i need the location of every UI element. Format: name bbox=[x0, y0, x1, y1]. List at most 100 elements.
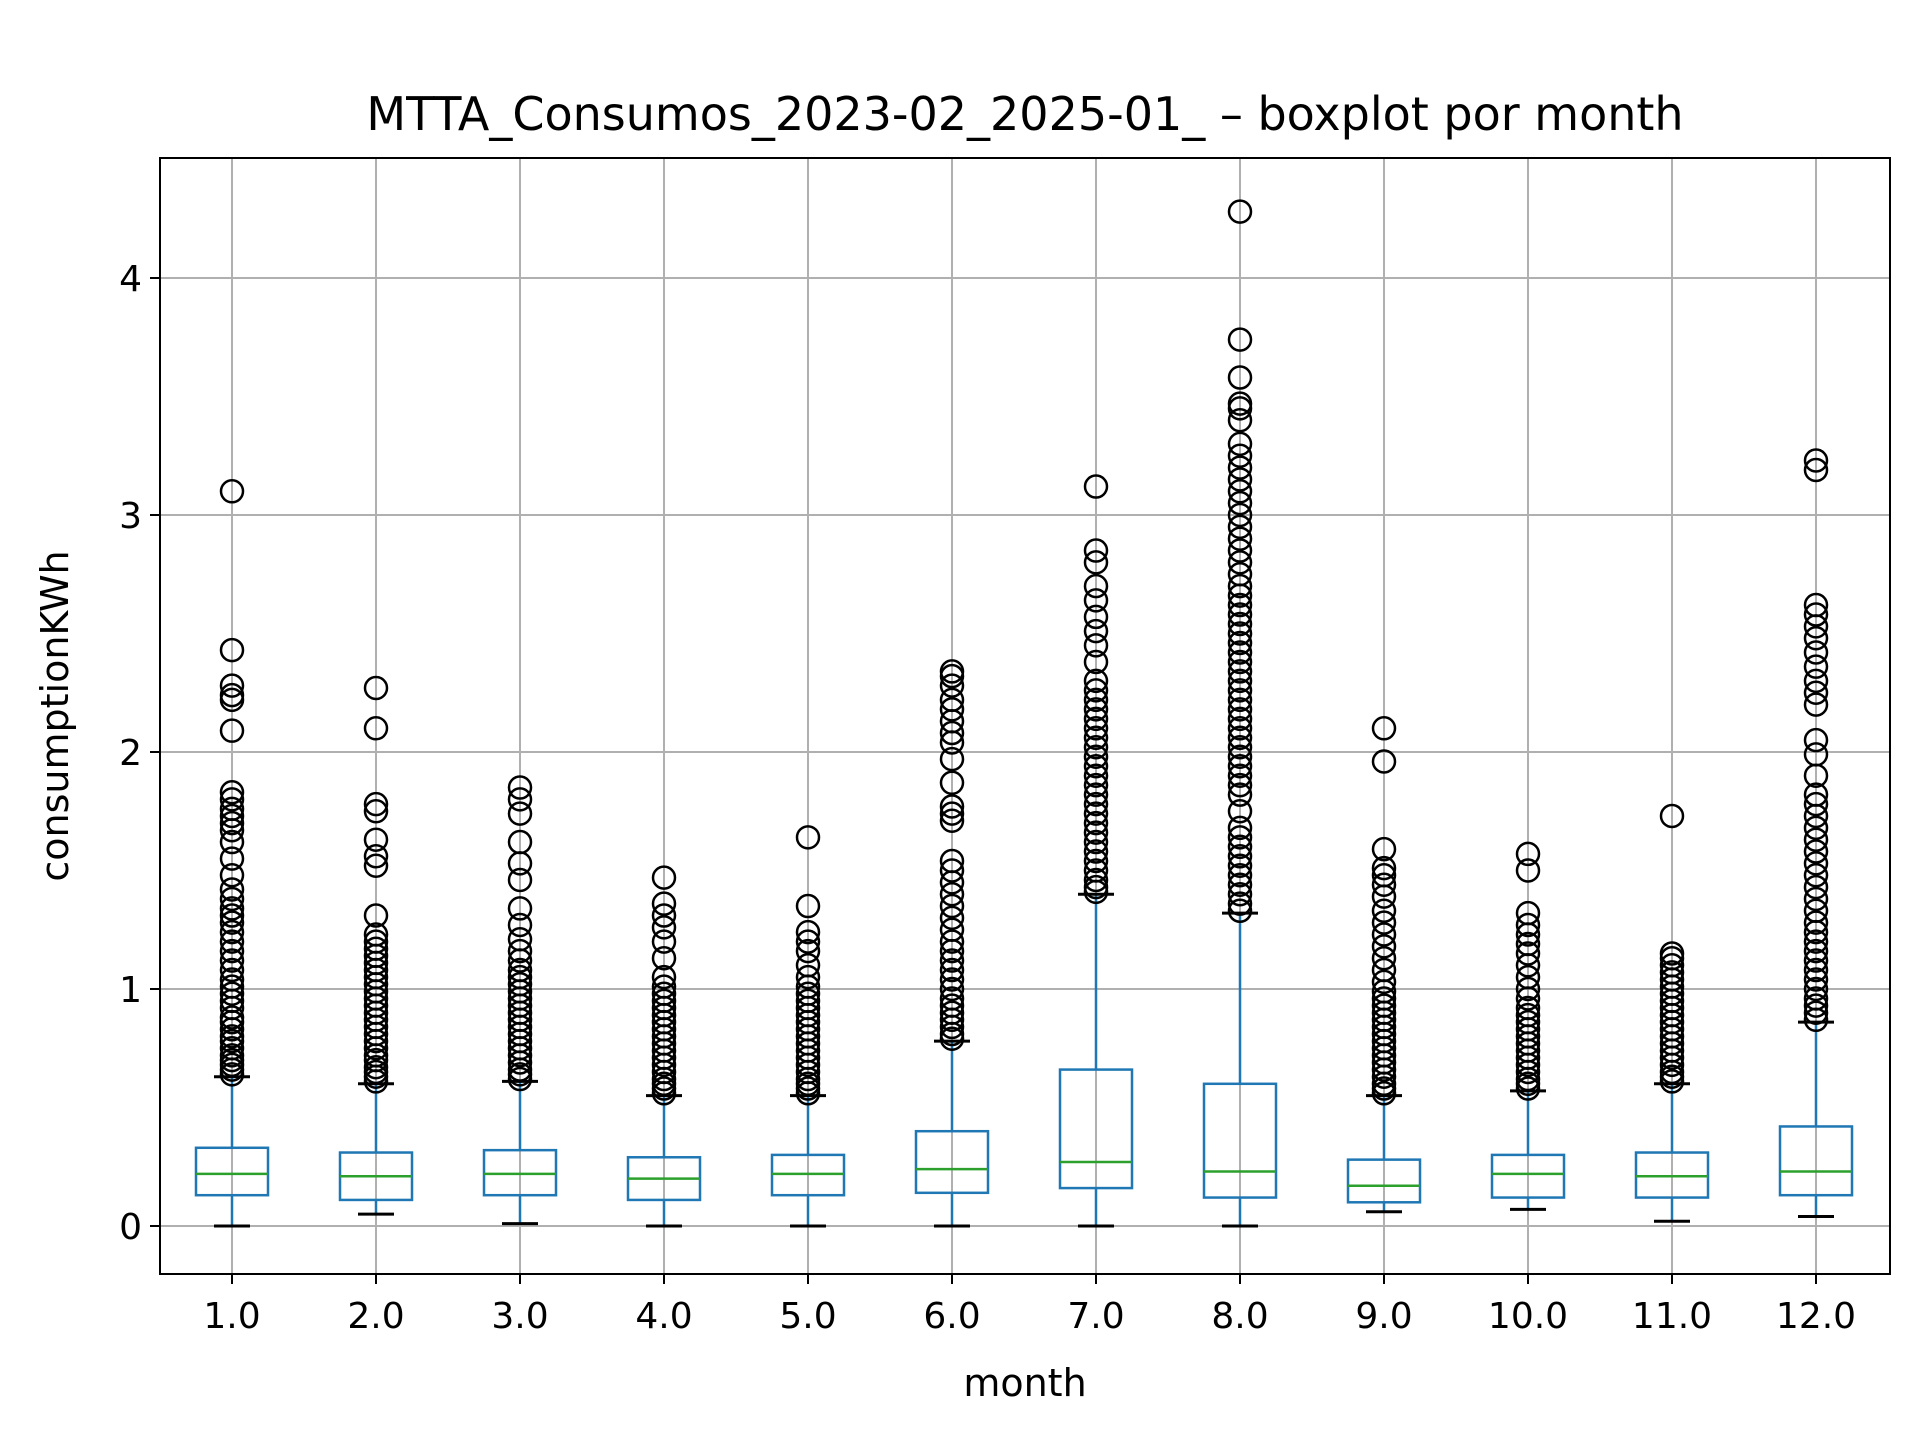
outlier-point bbox=[1371, 855, 1397, 881]
outlier-point bbox=[1803, 993, 1829, 1018]
outlier-point bbox=[939, 1000, 965, 1025]
outlier-point bbox=[219, 862, 245, 888]
outlier-point bbox=[219, 896, 245, 921]
outlier-point bbox=[1803, 957, 1829, 983]
outlier-point bbox=[1083, 706, 1109, 732]
outlier-point bbox=[1227, 502, 1253, 528]
y-axis-label: consumptionKWh bbox=[33, 550, 77, 881]
outlier-point bbox=[507, 801, 533, 826]
outlier-point bbox=[1803, 839, 1829, 864]
outlier-point bbox=[1803, 976, 1829, 1002]
outlier-point bbox=[1803, 625, 1829, 651]
outlier-point bbox=[795, 825, 821, 850]
x-axis-label: month bbox=[963, 1361, 1086, 1405]
outlier-point bbox=[1659, 953, 1685, 978]
outlier-point bbox=[1227, 668, 1253, 694]
axis-ticks: 0 1 2 3 4 1.0 2.0 3.0 4.0 5.0 6.0 7.0 8.0 9.0 10.0 11.0… bbox=[119, 259, 1856, 1337]
outlier-point bbox=[1227, 744, 1253, 769]
outlier-point bbox=[363, 903, 389, 928]
outlier-point bbox=[1227, 706, 1253, 732]
outlier-point bbox=[795, 938, 821, 964]
outlier-point bbox=[219, 637, 245, 663]
outlier-point bbox=[219, 1024, 245, 1049]
outlier-point bbox=[651, 891, 677, 916]
outlier-point bbox=[651, 981, 677, 1006]
outlier-point bbox=[219, 810, 245, 836]
outlier-point bbox=[1083, 782, 1109, 807]
outlier-point bbox=[1371, 862, 1397, 888]
outlier-point bbox=[1227, 391, 1253, 416]
outlier-point bbox=[1227, 853, 1253, 879]
outlier-point bbox=[1515, 912, 1541, 938]
outlier-point bbox=[1083, 801, 1109, 826]
outlier-point bbox=[1803, 742, 1829, 767]
outlier-point bbox=[363, 844, 389, 869]
box-group-3.0 bbox=[482, 775, 558, 1226]
y-tick-label: 2 bbox=[119, 733, 142, 774]
y-tick-label: 3 bbox=[119, 496, 142, 537]
x-tick-label: 9.0 bbox=[1355, 1296, 1412, 1337]
outlier-point bbox=[219, 1043, 245, 1068]
outlier-point bbox=[1227, 431, 1253, 457]
box-group-1.0 bbox=[194, 479, 270, 1228]
x-tick-label: 6.0 bbox=[923, 1296, 980, 1337]
outlier-point bbox=[1227, 862, 1253, 888]
x-tick-label: 1.0 bbox=[203, 1296, 260, 1337]
outlier-point bbox=[219, 718, 245, 743]
outlier-point bbox=[1371, 716, 1397, 741]
outlier-point bbox=[1227, 697, 1253, 722]
outlier-point bbox=[1083, 820, 1109, 845]
outlier-point bbox=[219, 974, 245, 999]
box-group-10.0 bbox=[1490, 841, 1566, 1211]
outlier-point bbox=[1371, 957, 1397, 983]
box-iqr bbox=[194, 1146, 270, 1197]
outlier-point bbox=[1803, 938, 1829, 964]
outlier-point bbox=[1515, 841, 1541, 867]
outlier-point bbox=[939, 720, 965, 746]
outlier-point bbox=[1227, 365, 1253, 390]
outlier-point bbox=[1227, 799, 1253, 824]
outlier-point bbox=[1227, 872, 1253, 897]
outlier-point bbox=[219, 919, 245, 945]
box-group-8.0 bbox=[1202, 199, 1278, 1228]
outlier-point bbox=[507, 938, 533, 964]
outlier-point bbox=[939, 881, 965, 907]
outlier-point bbox=[1083, 810, 1109, 836]
outlier-point bbox=[939, 794, 965, 819]
outlier-point bbox=[1083, 697, 1109, 722]
outlier-point bbox=[1227, 550, 1253, 575]
plot-area-frame bbox=[159, 157, 1891, 1275]
outlier-point bbox=[1227, 443, 1253, 468]
x-tick-label: 7.0 bbox=[1067, 1296, 1124, 1337]
outlier-point bbox=[1515, 1009, 1541, 1035]
x-tick-label: 8.0 bbox=[1211, 1296, 1268, 1337]
outlier-point bbox=[1515, 941, 1541, 966]
outlier-point bbox=[939, 687, 965, 713]
outlier-point bbox=[1227, 467, 1253, 492]
box-group-12.0 bbox=[1778, 448, 1854, 1219]
outlier-point bbox=[507, 829, 533, 855]
outlier-point bbox=[1227, 881, 1253, 907]
chart-title: MTTA_Consumos_2023-02_2025-01_ – boxplot… bbox=[366, 87, 1683, 141]
outlier-point bbox=[939, 858, 965, 883]
outlier-point bbox=[219, 803, 245, 829]
outlier-point bbox=[1227, 772, 1253, 798]
outlier-point bbox=[1659, 960, 1685, 985]
outlier-point bbox=[507, 957, 533, 983]
outlier-point bbox=[219, 682, 245, 708]
outlier-point bbox=[1803, 986, 1829, 1011]
outlier-point bbox=[1803, 929, 1829, 954]
outlier-point bbox=[651, 865, 677, 890]
outlier-point bbox=[507, 912, 533, 938]
outlier-point bbox=[1227, 573, 1253, 599]
outlier-point bbox=[795, 919, 821, 945]
outlier-point bbox=[1515, 900, 1541, 926]
outlier-point bbox=[1227, 640, 1253, 665]
outlier-point bbox=[1227, 490, 1253, 516]
outlier-point bbox=[795, 953, 821, 978]
outlier-point bbox=[1371, 749, 1397, 774]
outlier-point bbox=[1227, 327, 1253, 352]
outlier-point bbox=[939, 917, 965, 942]
outlier-point bbox=[507, 896, 533, 921]
outlier-point bbox=[1227, 825, 1253, 850]
